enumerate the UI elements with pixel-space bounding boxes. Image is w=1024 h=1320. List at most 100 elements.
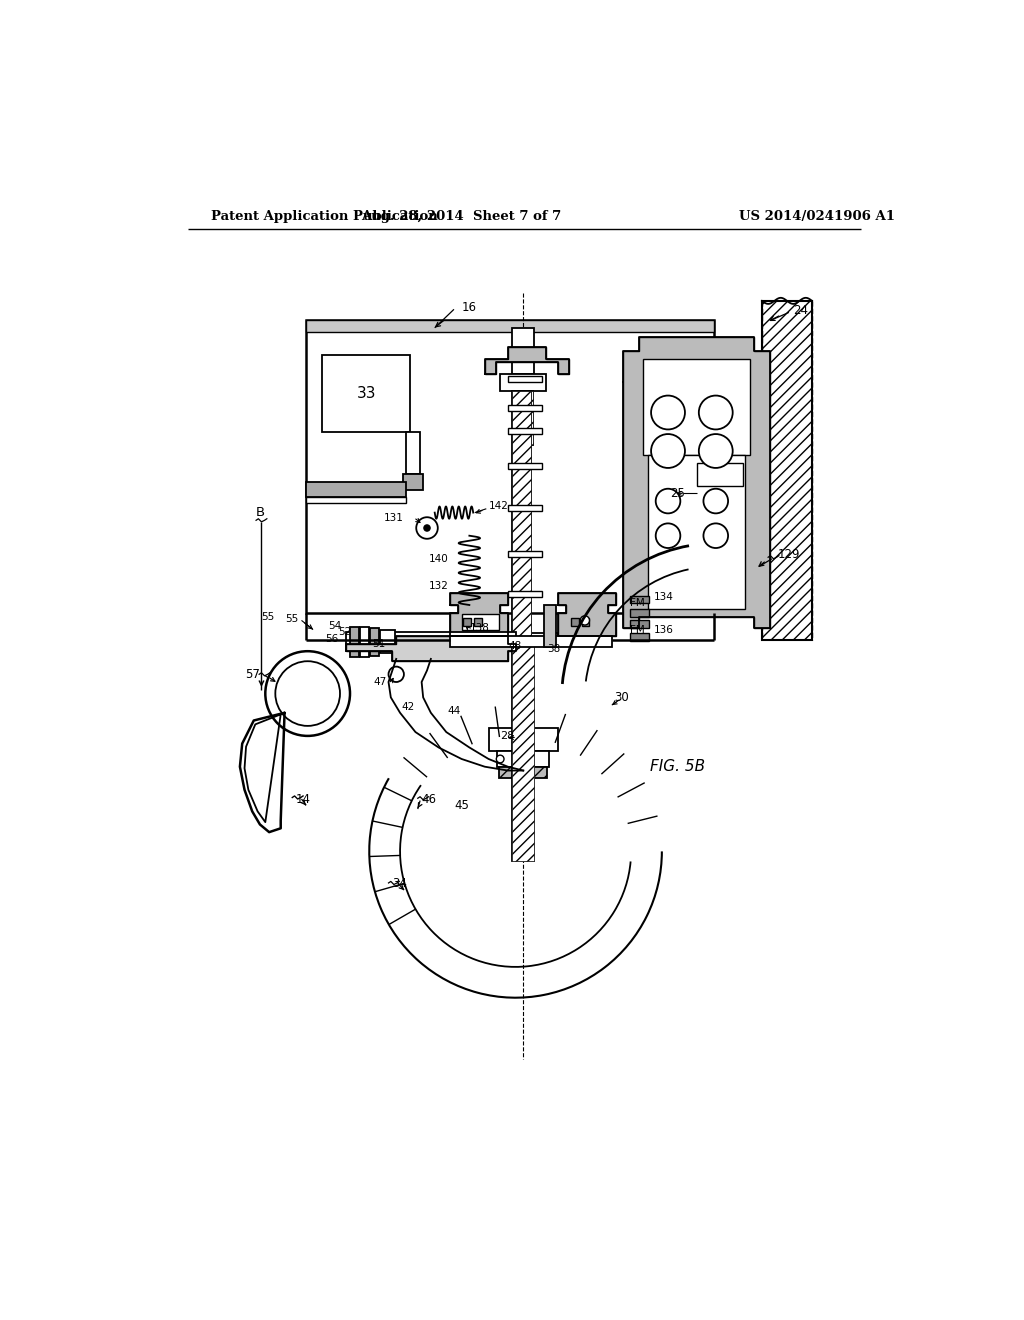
Circle shape [703,523,728,548]
Bar [630,620,649,628]
Bar [508,506,542,511]
Bar [630,595,649,603]
Bar [508,591,542,598]
Circle shape [388,667,403,682]
Bar [630,634,649,642]
Bar [451,636,611,647]
Bar [350,627,359,657]
Bar [762,301,812,640]
Text: 24: 24 [793,305,808,317]
Text: 138: 138 [469,623,489,634]
Text: 45: 45 [455,799,469,812]
Text: US 2014/0241906 A1: US 2014/0241906 A1 [739,210,895,223]
Circle shape [698,396,733,429]
Bar [508,376,542,381]
Text: 140: 140 [429,554,449,564]
Text: 25: 25 [670,487,685,500]
Polygon shape [346,636,515,661]
Text: 48: 48 [509,640,522,651]
Bar [512,391,531,638]
Bar [322,355,410,432]
Text: 42: 42 [401,702,415,711]
Text: 46: 46 [422,792,436,805]
Bar [696,462,742,486]
Text: 56: 56 [326,634,339,644]
Text: 55: 55 [285,614,298,624]
Text: 16: 16 [462,301,476,314]
Text: 47: 47 [373,677,386,686]
Circle shape [651,396,685,429]
Text: B: B [256,506,265,519]
Bar [462,614,499,630]
Circle shape [265,651,350,737]
Circle shape [651,434,685,469]
Text: 14: 14 [296,792,311,805]
Bar [346,632,515,651]
Text: 30: 30 [614,690,629,704]
Text: 142: 142 [488,502,509,511]
Text: FM: FM [630,598,644,609]
Text: FIG. 5B: FIG. 5B [650,759,706,775]
Bar [648,455,745,609]
Bar [630,609,649,616]
Bar [403,474,423,490]
Bar [500,374,547,391]
Bar [514,391,532,445]
Text: 54: 54 [328,620,341,631]
Circle shape [703,488,728,513]
Bar [306,498,407,503]
Polygon shape [558,594,615,636]
Text: 134: 134 [654,593,674,602]
Bar [508,462,542,469]
Polygon shape [624,337,770,628]
Bar [571,618,579,626]
Circle shape [581,615,590,626]
Bar [508,634,558,643]
Circle shape [698,434,733,469]
Circle shape [416,517,438,539]
Bar [306,482,407,498]
Text: Patent Application Publication: Patent Application Publication [211,210,438,223]
Bar [306,321,714,612]
Circle shape [655,488,680,513]
Polygon shape [484,347,569,374]
Text: 131: 131 [384,513,403,523]
Bar [512,638,535,861]
Bar [463,618,471,626]
Text: 52: 52 [338,627,351,638]
Text: 34: 34 [392,878,408,890]
Text: 38: 38 [548,644,561,653]
Text: 136: 136 [654,626,674,635]
Bar [407,432,420,474]
Text: Aug. 28, 2014  Sheet 7 of 7: Aug. 28, 2014 Sheet 7 of 7 [361,210,562,223]
Bar [380,630,395,653]
Bar [582,618,590,626]
Bar [508,428,542,434]
Bar [306,321,714,333]
Text: 129: 129 [777,548,800,561]
Bar [360,627,370,657]
Text: 57: 57 [245,668,260,681]
Text: 28: 28 [500,731,514,741]
Bar [514,391,532,445]
Bar [500,767,547,779]
Text: 55: 55 [261,611,274,622]
Text: 44: 44 [447,706,461,717]
Bar [512,327,535,374]
Circle shape [424,525,430,531]
Bar [497,751,550,767]
Bar [643,359,751,455]
Circle shape [275,661,340,726]
Text: 132: 132 [429,581,449,591]
Circle shape [497,755,504,763]
Text: 51: 51 [372,639,385,649]
Bar [488,729,558,751]
Polygon shape [451,594,508,636]
Bar [512,391,531,638]
Text: FM: FM [630,624,644,635]
Text: 33: 33 [356,385,376,401]
Circle shape [655,523,680,548]
Bar [370,628,379,656]
Bar [544,605,556,647]
Bar [508,552,542,557]
